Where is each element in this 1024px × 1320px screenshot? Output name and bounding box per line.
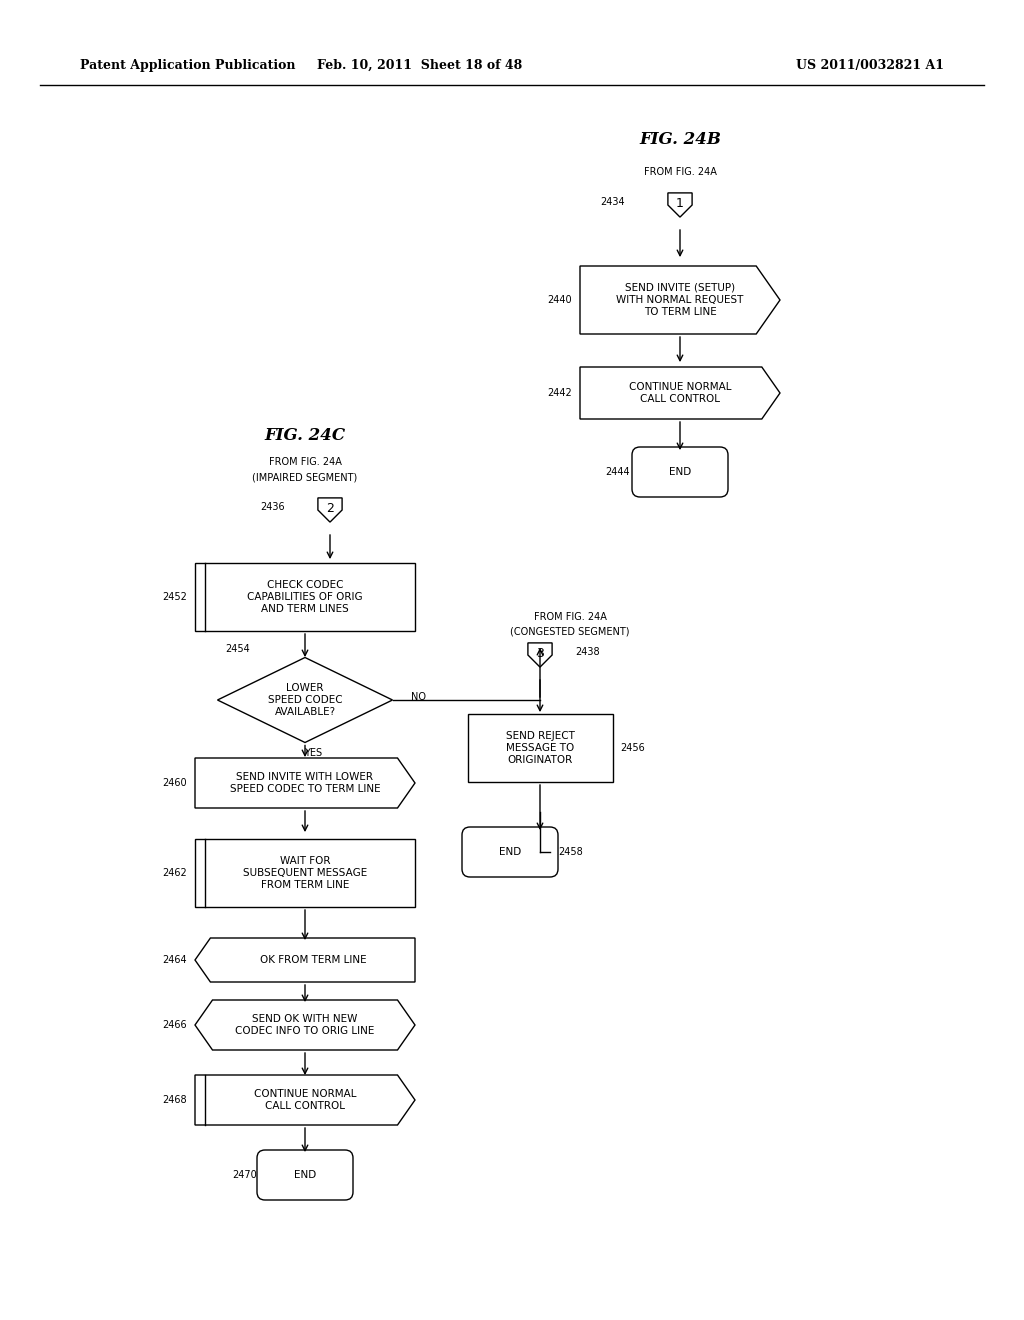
Text: END: END [669,467,691,477]
Text: 2462: 2462 [162,869,187,878]
Text: 2470: 2470 [232,1170,257,1180]
Text: 2434: 2434 [600,197,625,207]
Text: 2460: 2460 [163,777,187,788]
Text: FIG. 24C: FIG. 24C [264,426,345,444]
Polygon shape [217,657,392,742]
FancyBboxPatch shape [257,1150,353,1200]
Text: LOWER
SPEED CODEC
AVAILABLE?: LOWER SPEED CODEC AVAILABLE? [267,682,342,717]
Text: 2436: 2436 [260,502,285,512]
FancyBboxPatch shape [195,564,415,631]
Text: SEND INVITE (SETUP)
WITH NORMAL REQUEST
TO TERM LINE: SEND INVITE (SETUP) WITH NORMAL REQUEST … [616,282,743,317]
Text: YES: YES [304,747,323,758]
FancyBboxPatch shape [468,714,612,781]
Text: 2438: 2438 [575,647,600,657]
Polygon shape [195,1074,415,1125]
Text: 2: 2 [326,503,334,515]
Text: FROM FIG. 24A: FROM FIG. 24A [534,612,606,622]
Text: FIG. 24B: FIG. 24B [639,132,721,149]
Polygon shape [195,758,415,808]
Text: 2456: 2456 [621,743,645,752]
Polygon shape [528,643,552,667]
FancyBboxPatch shape [195,840,415,907]
Polygon shape [195,1001,415,1049]
Text: CHECK CODEC
CAPABILITIES OF ORIG
AND TERM LINES: CHECK CODEC CAPABILITIES OF ORIG AND TER… [247,579,362,614]
Text: SEND INVITE WITH LOWER
SPEED CODEC TO TERM LINE: SEND INVITE WITH LOWER SPEED CODEC TO TE… [229,772,380,795]
Text: CONTINUE NORMAL
CALL CONTROL: CONTINUE NORMAL CALL CONTROL [254,1089,356,1111]
Text: US 2011/0032821 A1: US 2011/0032821 A1 [796,58,944,71]
Text: Feb. 10, 2011  Sheet 18 of 48: Feb. 10, 2011 Sheet 18 of 48 [317,58,522,71]
FancyBboxPatch shape [462,828,558,876]
Polygon shape [668,193,692,216]
Text: (CONGESTED SEGMENT): (CONGESTED SEGMENT) [510,627,630,638]
Text: 2454: 2454 [225,644,250,655]
Text: 2458: 2458 [558,847,583,857]
Text: END: END [499,847,521,857]
Polygon shape [580,267,780,334]
Text: NO: NO [411,692,426,702]
Text: 2468: 2468 [163,1096,187,1105]
Text: 2440: 2440 [548,294,572,305]
Text: SEND OK WITH NEW
CODEC INFO TO ORIG LINE: SEND OK WITH NEW CODEC INFO TO ORIG LINE [236,1014,375,1036]
Polygon shape [317,498,342,523]
Text: CONTINUE NORMAL
CALL CONTROL: CONTINUE NORMAL CALL CONTROL [629,381,731,404]
Text: 2442: 2442 [547,388,572,399]
Text: 2464: 2464 [163,954,187,965]
Text: SEND REJECT
MESSAGE TO
ORIGINATOR: SEND REJECT MESSAGE TO ORIGINATOR [506,730,574,766]
Polygon shape [195,939,415,982]
Text: FROM FIG. 24A: FROM FIG. 24A [643,168,717,177]
Text: OK FROM TERM LINE: OK FROM TERM LINE [260,954,367,965]
Text: 3: 3 [536,647,544,660]
Polygon shape [580,367,780,418]
Text: 2444: 2444 [605,467,630,477]
Text: 1: 1 [676,197,684,210]
Text: 2452: 2452 [162,591,187,602]
Text: (IMPAIRED SEGMENT): (IMPAIRED SEGMENT) [252,473,357,482]
Text: Patent Application Publication: Patent Application Publication [80,58,296,71]
Text: 2466: 2466 [163,1020,187,1030]
Text: END: END [294,1170,316,1180]
FancyBboxPatch shape [632,447,728,498]
Text: FROM FIG. 24A: FROM FIG. 24A [268,457,341,467]
Text: WAIT FOR
SUBSEQUENT MESSAGE
FROM TERM LINE: WAIT FOR SUBSEQUENT MESSAGE FROM TERM LI… [243,855,368,891]
